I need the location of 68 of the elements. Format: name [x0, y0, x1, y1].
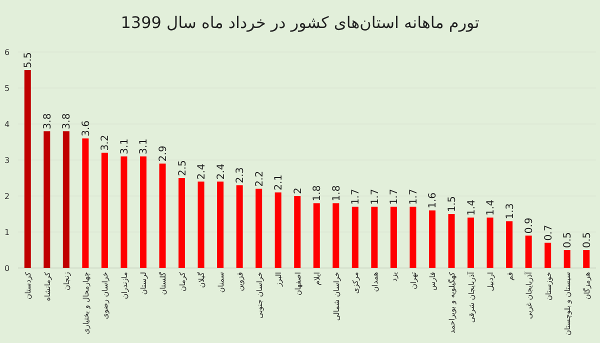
bar — [313, 203, 320, 268]
data-label: 1.5 — [447, 196, 458, 212]
bar — [428, 210, 436, 268]
data-label: 1.8 — [331, 185, 342, 202]
bar — [274, 192, 282, 268]
y-tick-label: 1 — [4, 228, 10, 237]
bar — [217, 182, 224, 268]
bar — [82, 138, 89, 268]
data-label: 1.7 — [350, 188, 362, 205]
bar — [159, 164, 166, 268]
data-label: 0.5 — [562, 232, 574, 248]
bar — [62, 131, 70, 268]
data-label: 1.6 — [428, 192, 439, 208]
bar — [564, 250, 570, 268]
data-label: 2.4 — [216, 164, 227, 180]
bar — [44, 131, 50, 268]
y-tick-label: 6 — [4, 48, 10, 57]
bar — [198, 182, 204, 268]
bar — [178, 178, 186, 268]
data-label: 1.8 — [312, 185, 324, 202]
bar — [371, 206, 378, 268]
y-tick-label: 3 — [4, 156, 10, 165]
bar — [120, 156, 128, 268]
bar — [390, 206, 397, 268]
bar — [506, 221, 513, 268]
bar — [140, 156, 146, 268]
data-label: 0.7 — [543, 224, 554, 241]
data-label: 3.8 — [42, 113, 54, 130]
bar — [352, 206, 358, 268]
bar — [294, 196, 301, 268]
data-label: 1.3 — [504, 203, 516, 220]
data-label: 2.3 — [235, 167, 246, 184]
data-label: 2.4 — [196, 164, 208, 180]
data-label: 3.1 — [138, 138, 150, 154]
bar — [256, 188, 262, 268]
y-tick-label: 5 — [4, 84, 10, 93]
data-label: 2.5 — [177, 160, 188, 176]
data-label: 3.8 — [62, 113, 73, 130]
bar — [486, 218, 494, 268]
bar — [583, 250, 590, 268]
bar — [101, 152, 108, 268]
data-label: 2 — [292, 188, 304, 194]
bar — [24, 70, 31, 268]
data-label: 2.1 — [274, 174, 285, 190]
data-label: 1.7 — [389, 188, 400, 205]
data-label: 0.9 — [524, 218, 536, 234]
bar — [448, 214, 455, 268]
data-label: 0.5 — [582, 232, 593, 248]
bar — [468, 218, 474, 268]
data-label: 2.2 — [254, 170, 266, 187]
data-label: 3.2 — [100, 134, 112, 151]
bar — [410, 206, 416, 268]
data-label: 1.7 — [370, 188, 381, 205]
chart-title: تورم ماهانه استان‌های کشور در خرداد ماه سال 1399 — [120, 13, 480, 32]
data-label: 3.6 — [80, 120, 92, 136]
data-label: 1.4 — [466, 200, 478, 216]
data-label: 1.4 — [486, 200, 497, 216]
data-label: 5.5 — [23, 52, 34, 68]
data-label: 3.1 — [119, 138, 130, 154]
bar — [544, 242, 552, 268]
bar — [332, 203, 340, 268]
data-label: 2.9 — [158, 146, 169, 162]
bar — [525, 236, 532, 268]
y-tick-label: 0 — [4, 264, 10, 273]
y-tick-label: 4 — [4, 120, 10, 129]
data-label: 1.7 — [408, 188, 420, 205]
bar — [236, 185, 243, 268]
y-tick-label: 2 — [4, 192, 10, 201]
